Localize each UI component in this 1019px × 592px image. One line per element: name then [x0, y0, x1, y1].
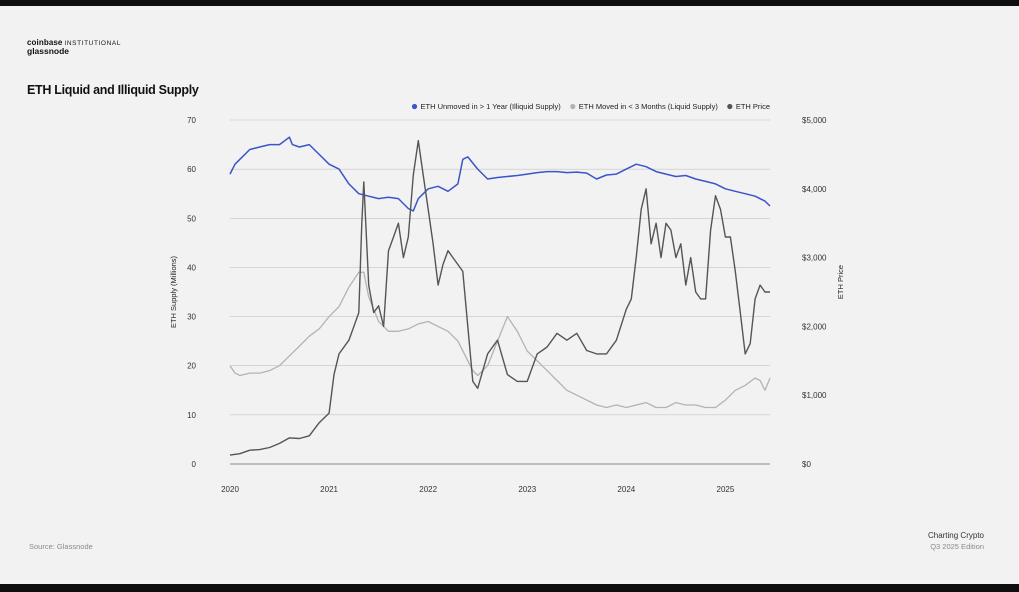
axes: 0 10 20 30 40 50 60 70 $0 $1,000 $2,000 $3,000 $4,00…	[169, 116, 845, 494]
x-tick-label: 2025	[717, 485, 735, 494]
legend-marker	[727, 103, 733, 110]
x-tick-label: 2022	[419, 485, 437, 494]
y-axis-title: ETH Supply (Millions)	[169, 255, 178, 328]
legend-label: ETH Price	[736, 102, 770, 111]
y-tick-label: 70	[187, 116, 196, 125]
y-tick-label: 0	[192, 460, 197, 469]
slide: coinbase INSTITUTIONAL glassnode ETH Liqu…	[0, 6, 1019, 584]
glassnode-logo: glassnode	[27, 46, 70, 56]
chart: 0 10 20 30 40 50 60 70 $0 $1,000 $2,000 $3,000 $4,00…	[169, 102, 845, 494]
coinbase-wordmark: coinbase	[27, 38, 63, 47]
coinbase-institutional-logo: coinbase INSTITUTIONAL	[27, 38, 121, 47]
y-tick-label: 40	[187, 263, 196, 272]
y-right-tick-label: $5,000	[802, 116, 827, 125]
grid	[230, 119, 770, 465]
legend-label: ETH Moved in < 3 Months (Liquid Supply)	[579, 102, 719, 111]
y-tick-label: 10	[187, 411, 196, 420]
legend-marker	[411, 103, 418, 110]
y-right-axis-title: ETH Price	[836, 265, 845, 299]
x-tick-label: 2021	[320, 485, 338, 494]
legend-marker	[570, 103, 576, 110]
eth-price-line	[229, 139, 770, 456]
y-right-tick-label: $0	[802, 460, 811, 469]
illiquid-supply-line	[229, 136, 771, 212]
y-right-tick-label: $1,000	[802, 391, 827, 400]
y-tick-label: 20	[187, 362, 196, 371]
y-tick-label: 60	[187, 165, 196, 174]
legend-label: ETH Unmoved in > 1 Year (Illiquid Supply…	[421, 102, 562, 111]
institutional-label: INSTITUTIONAL	[64, 40, 122, 47]
liquid-supply-line	[229, 271, 771, 409]
y-right-tick-label: $2,000	[802, 322, 827, 331]
edition-label: Q3 2025 Edition	[930, 542, 984, 551]
source-note: Source: Glassnode	[29, 542, 93, 551]
y-right-tick-label: $4,000	[802, 185, 827, 194]
publication-name: Charting Crypto	[927, 531, 984, 540]
x-tick-label: 2020	[221, 485, 239, 494]
x-tick-label: 2024	[617, 485, 635, 494]
series-lines	[229, 136, 771, 456]
legend: ETH Price ETH Moved in < 3 Months (Liquid…	[411, 102, 770, 111]
y-tick-label: 30	[187, 313, 196, 322]
y-tick-label: 50	[187, 214, 196, 223]
chart-title: ETH Liquid and Illiquid Supply	[27, 83, 199, 97]
y-right-tick-label: $3,000	[802, 254, 827, 263]
x-tick-label: 2023	[518, 485, 536, 494]
